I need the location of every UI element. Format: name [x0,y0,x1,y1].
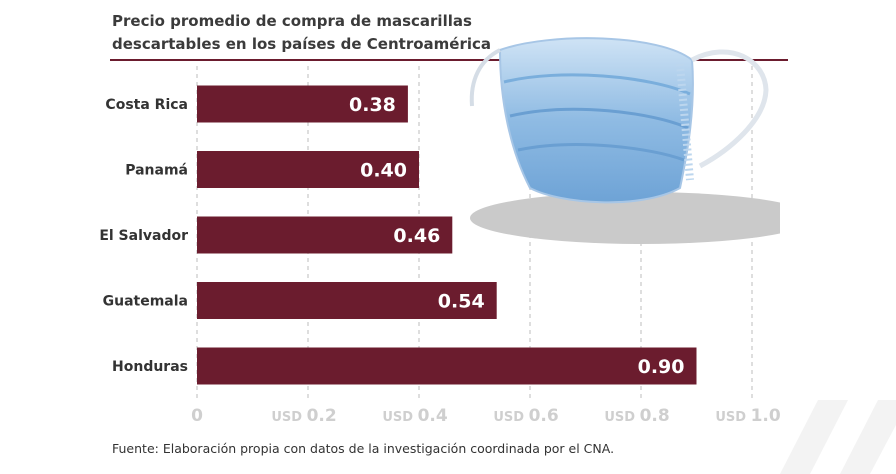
tick-value: 0.2 [307,406,337,426]
tick-value: 1.0 [751,406,781,426]
value-label: 0.90 [638,356,685,378]
x-tick-label: 0 [191,406,203,426]
value-label: 0.38 [349,94,396,116]
surgical-mask-illustration [469,37,780,244]
background-stripes [780,400,896,474]
x-tick-label: USD 0.8 [604,406,669,426]
chart-title: Precio promedio de compra de mascarillas… [112,12,492,53]
bar [197,216,453,254]
x-tick-label: USD 1.0 [715,406,781,426]
value-label: 0.54 [438,291,485,313]
tick-value: 0 [191,406,203,426]
bar [197,347,697,385]
tick-value: 0.8 [640,406,670,426]
x-tick-labels: 0 USD 0.2 USD 0.4 USD 0.6 USD 0.8 USD 1.0 [191,406,781,426]
title-rule [110,59,788,61]
x-tick-label: USD 0.4 [382,406,448,426]
category-label: Costa Rica [105,97,188,113]
bar [197,151,419,188]
category-label: Panamá [125,163,188,179]
bar [197,282,497,319]
bars [197,85,697,385]
tick-prefix: USD [715,410,750,425]
tick-prefix: USD [493,410,528,425]
x-tick-label: USD 0.6 [493,406,558,426]
category-label: Guatemala [103,294,188,310]
tick-prefix: USD [271,410,306,425]
mask-body [498,37,694,204]
bar [197,85,408,123]
mask-shadow [470,192,780,244]
category-label: Honduras [112,359,188,375]
value-label: 0.40 [360,160,407,182]
category-labels: Costa Rica Panamá El Salvador Guatemala Hond… [99,97,188,375]
x-tick-label: USD 0.2 [271,406,336,426]
tick-value: 0.4 [418,406,448,426]
value-label: 0.46 [393,225,440,247]
category-label: El Salvador [99,228,188,244]
source-note: Fuente: Elaboración propia con datos de … [112,441,615,456]
tick-prefix: USD [604,410,639,425]
tick-value: 0.6 [529,406,559,426]
tick-prefix: USD [382,410,417,425]
value-labels: 0.38 0.40 0.46 0.54 0.90 [349,94,684,378]
